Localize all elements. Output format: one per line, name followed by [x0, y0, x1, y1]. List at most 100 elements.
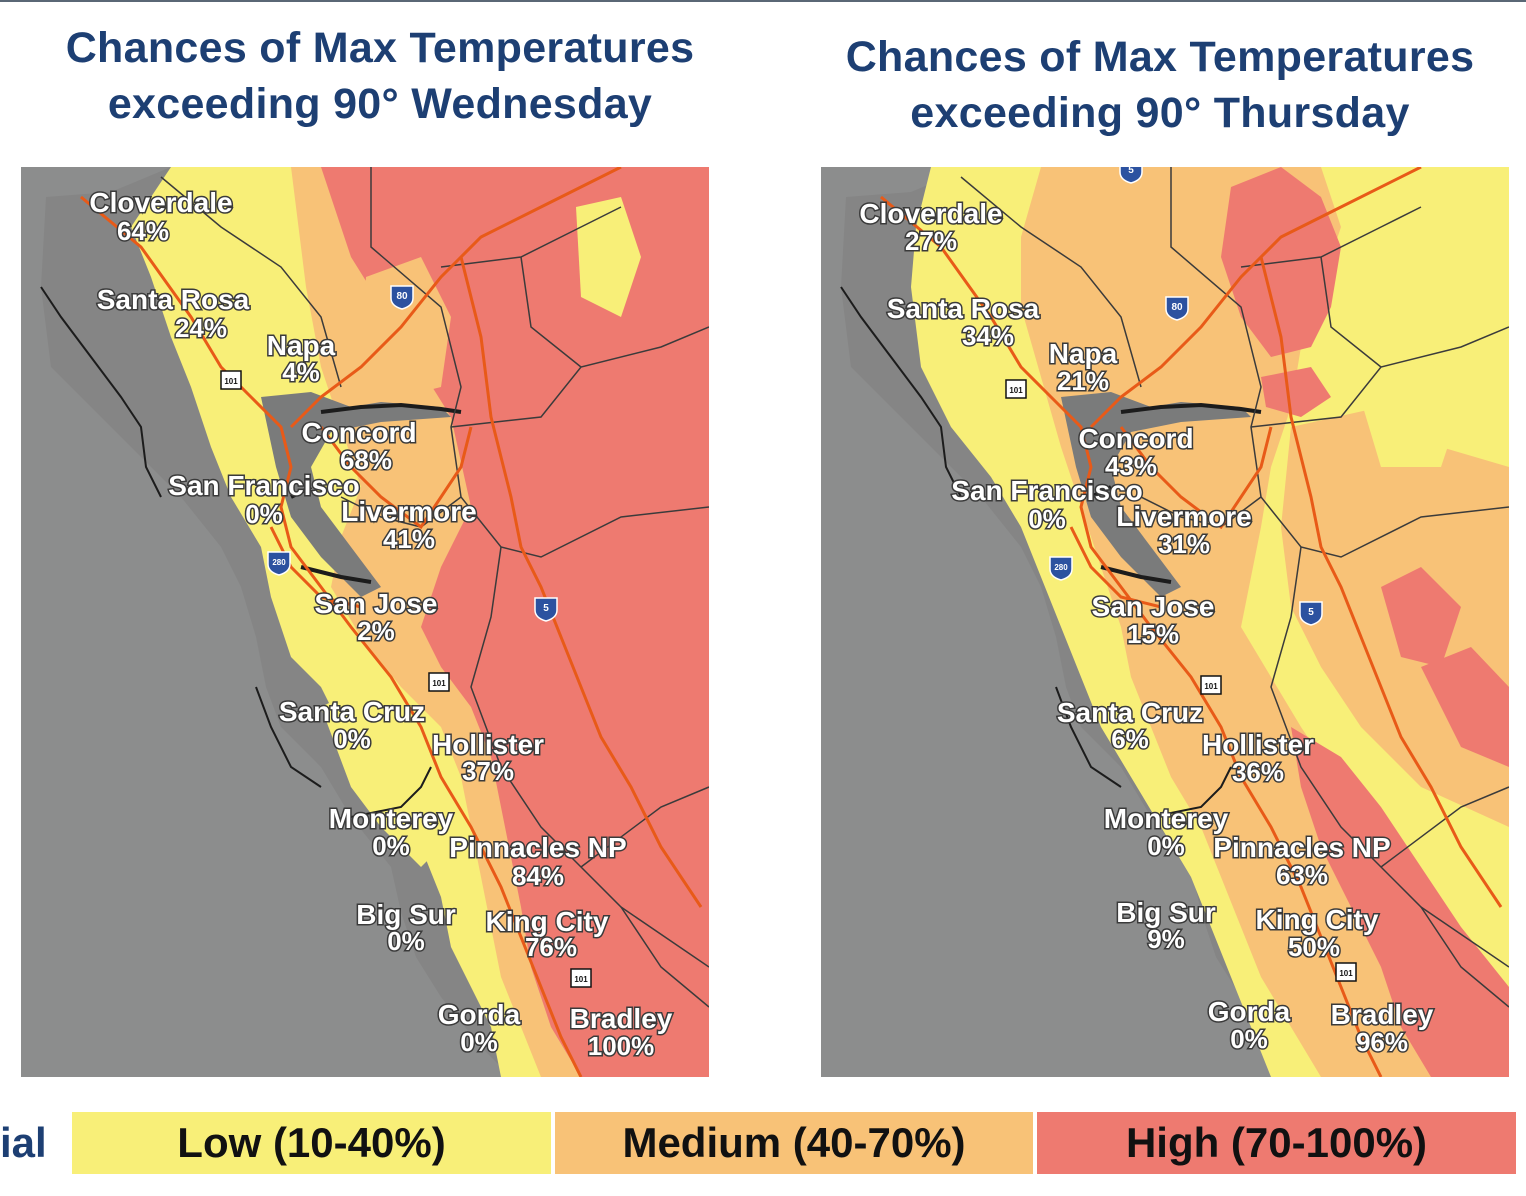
city-name-king-city: King City [486, 906, 609, 937]
us-101-shield: 101 [1005, 379, 1027, 399]
city-name-livermore: Livermore [1116, 501, 1251, 532]
city-name-san-francisco: San Francisco [951, 475, 1142, 506]
svg-text:101: 101 [1009, 386, 1023, 395]
city-value-bradley: 100% [588, 1031, 655, 1061]
risk-zone-high [1291, 727, 1509, 1077]
city-value-gorda: 0% [1230, 1024, 1268, 1054]
coastline-detail [840, 286, 1232, 818]
city-name-monterey: Monterey [329, 803, 454, 834]
svg-text:80: 80 [1171, 302, 1183, 313]
city-value-king-city: 76% [525, 932, 577, 962]
risk-zone-high [1261, 367, 1331, 417]
risk-zone-high [321, 167, 709, 1077]
city-value-san-jose: 15% [1127, 619, 1179, 649]
legend-medium-label: Medium (40-70%) [622, 1119, 966, 1166]
svg-text:101: 101 [1339, 969, 1353, 978]
city-value-concord: 68% [340, 445, 392, 475]
city-value-hollister: 37% [462, 756, 514, 786]
city-name-santa-cruz: Santa Cruz [279, 696, 425, 727]
title-thursday: Chances of Max Temperatures exceeding 90… [815, 29, 1505, 141]
city-name-cloverdale: Cloverdale [859, 198, 1002, 229]
us-101-shield: 101 [570, 968, 592, 988]
interstate-80-shield: 80 [1165, 296, 1189, 321]
map-thursday: Cloverdale 27% Santa Rosa 34% Napa 21% Concord… [821, 167, 1509, 1077]
county-lines [960, 167, 1509, 1008]
city-value-cloverdale: 27% [905, 226, 957, 256]
city-name-napa: Napa [267, 330, 336, 361]
city-name-gorda: Gorda [438, 999, 521, 1030]
city-name-bradley: Bradley [1331, 999, 1434, 1030]
delta-channels [290, 402, 462, 584]
svg-text:280: 280 [272, 558, 286, 567]
risk-zone-medium [1021, 167, 1509, 1077]
risk-zone-low [321, 687, 441, 867]
city-value-santa-cruz: 0% [333, 724, 371, 754]
bay-water [1061, 392, 1251, 597]
city-value-san-jose: 2% [357, 616, 395, 646]
city-value-livermore: 31% [1158, 529, 1210, 559]
svg-text:280: 280 [1054, 563, 1068, 572]
svg-text:80: 80 [396, 291, 408, 302]
svg-text:5: 5 [1308, 607, 1314, 618]
city-name-santa-cruz: Santa Cruz [1057, 697, 1203, 728]
coastline-detail [40, 286, 432, 818]
city-value-big-sur: 9% [1147, 924, 1185, 954]
interstate-280-shield: 280 [267, 551, 291, 576]
city-value-napa: 4% [282, 357, 320, 387]
city-name-san-jose: San Jose [315, 588, 438, 619]
city-value-pinnacles-np: 63% [1276, 860, 1328, 890]
city-value-san-francisco: 0% [245, 499, 283, 529]
risk-zone-high [1381, 567, 1461, 667]
bay-water [261, 392, 451, 597]
risk-zone-low [1351, 347, 1461, 467]
us-101-shield: 101 [220, 370, 242, 390]
city-name-livermore: Livermore [341, 496, 476, 527]
city-name-bradley: Bradley [570, 1003, 673, 1034]
city-name-concord: Concord [1078, 423, 1193, 454]
delta-channels [1090, 402, 1262, 584]
city-value-san-francisco: 0% [1028, 504, 1066, 534]
highways [880, 167, 1503, 1077]
city-value-santa-rosa: 24% [175, 313, 227, 343]
legend-high: High (70-100%) [1037, 1112, 1516, 1174]
city-name-concord: Concord [301, 417, 416, 448]
city-value-santa-cruz: 6% [1111, 724, 1149, 754]
county-lines [160, 167, 709, 1008]
city-name-big-sur: Big Sur [1116, 897, 1216, 928]
interstate-80-shield: 80 [390, 285, 414, 310]
title-thursday-line2: exceeding 90° Thursday [910, 89, 1410, 137]
title-thursday-line1: Chances of Max Temperatures [845, 33, 1475, 81]
city-name-monterey: Monterey [1104, 803, 1229, 834]
legend-low: Low (10-40%) [72, 1112, 551, 1174]
svg-text:101: 101 [574, 975, 588, 984]
interstate-5-shield: 5 [534, 597, 558, 622]
city-name-king-city: King City [1256, 904, 1379, 935]
city-value-concord: 43% [1105, 451, 1157, 481]
city-value-bradley: 96% [1356, 1027, 1408, 1057]
city-name-big-sur: Big Sur [356, 899, 456, 930]
svg-text:5: 5 [543, 603, 549, 614]
risk-zone-low [576, 197, 641, 317]
us-101-shield: 101 [1335, 962, 1357, 982]
city-value-livermore: 41% [383, 524, 435, 554]
legend-low-label: Low (10-40%) [177, 1119, 446, 1166]
city-value-monterey: 0% [372, 831, 410, 861]
city-name-santa-rosa: Santa Rosa [887, 293, 1040, 324]
risk-zone-high [1421, 647, 1509, 767]
city-name-napa: Napa [1049, 338, 1118, 369]
interstate-5-shield: 5 [1119, 167, 1143, 184]
city-value-hollister: 36% [1232, 757, 1284, 787]
us-101-shield: 101 [1200, 675, 1222, 695]
city-name-pinnacles-np: Pinnacles NP [449, 832, 626, 863]
interstate-5-shield: 5 [1299, 601, 1323, 626]
legend-partial-label: ial [0, 1119, 47, 1166]
legend-high-label: High (70-100%) [1125, 1119, 1428, 1166]
title-wednesday-line2: exceeding 90° Wednesday [107, 80, 653, 128]
interstate-280-shield: 280 [1049, 556, 1073, 581]
city-value-big-sur: 0% [387, 926, 425, 956]
city-name-hollister: Hollister [1202, 729, 1314, 760]
city-name-hollister: Hollister [432, 729, 544, 760]
map-wednesday: Cloverdale 64% Santa Rosa 24% Napa 4% Concord 6… [21, 167, 709, 1077]
title-wednesday-line1: Chances of Max Temperatures [65, 24, 695, 72]
